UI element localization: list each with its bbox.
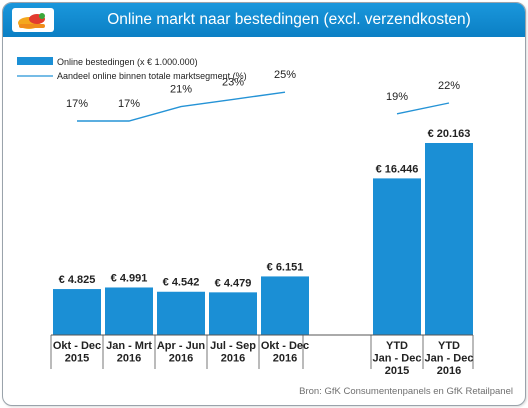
- bar-value-label: € 16.446: [376, 163, 419, 175]
- bar-value-label: € 4.991: [111, 272, 148, 284]
- x-tick-label: 2016: [437, 365, 461, 377]
- x-tick-label: Apr - Jun: [157, 340, 206, 352]
- bar: [53, 289, 101, 335]
- share-value-label: 19%: [386, 91, 408, 103]
- share-value-label: 23%: [222, 76, 244, 88]
- bar-value-label: € 4.479: [215, 277, 252, 289]
- share-value-label: 17%: [118, 98, 140, 110]
- bar: [157, 291, 205, 335]
- x-tick-label: Okt - Dec: [53, 340, 101, 352]
- bar: [373, 178, 421, 335]
- x-tick-label: Jan - Dec: [373, 353, 422, 365]
- bar-value-label: € 20.163: [428, 128, 471, 140]
- bar: [261, 276, 309, 335]
- x-tick-label: Jan - Dec: [425, 353, 474, 365]
- share-value-label: 25%: [274, 69, 296, 81]
- share-value-label: 22%: [438, 80, 460, 92]
- x-tick-label: 2016: [117, 353, 141, 365]
- x-tick-label: 2016: [169, 353, 193, 365]
- x-tick-label: YTD: [386, 340, 408, 352]
- x-tick-label: Okt - Dec: [261, 340, 309, 352]
- bar-value-label: € 6.151: [267, 261, 304, 273]
- share-value-label: 17%: [66, 98, 88, 110]
- legend-label-bar: Online bestedingen (x € 1.000.000): [57, 57, 198, 67]
- share-line: [396, 102, 450, 115]
- x-tick-label: 2016: [273, 353, 297, 365]
- x-tick-label: 2016: [221, 353, 245, 365]
- bar-value-label: € 4.542: [163, 277, 200, 289]
- x-tick-label: Jan - Mrt: [106, 340, 152, 352]
- x-tick-label: Jul - Sep: [210, 340, 256, 352]
- bar: [209, 292, 257, 335]
- share-line: [77, 91, 286, 122]
- x-tick-label: YTD: [438, 340, 460, 352]
- legend-label-line: Aandeel online binnen totale marktsegmen…: [57, 71, 247, 81]
- chart-title: Online markt naar bestedingen (excl. ver…: [107, 11, 471, 28]
- source-note: Bron: GfK Consumentenpanels en GfK Retai…: [299, 386, 513, 397]
- bar: [425, 143, 473, 335]
- bar: [105, 287, 153, 335]
- share-value-label: 21%: [170, 84, 192, 96]
- x-tick-label: 2015: [65, 353, 89, 365]
- legend-swatch-bar: [17, 57, 53, 65]
- bar-value-label: € 4.825: [59, 274, 96, 286]
- chart-plot: Online bestedingen (x € 1.000.000) Aandee…: [17, 57, 474, 377]
- x-tick-label: 2015: [385, 365, 409, 377]
- shopping-basket-logo: [12, 8, 54, 32]
- title-bar: Online markt naar bestedingen (excl. ver…: [3, 3, 525, 37]
